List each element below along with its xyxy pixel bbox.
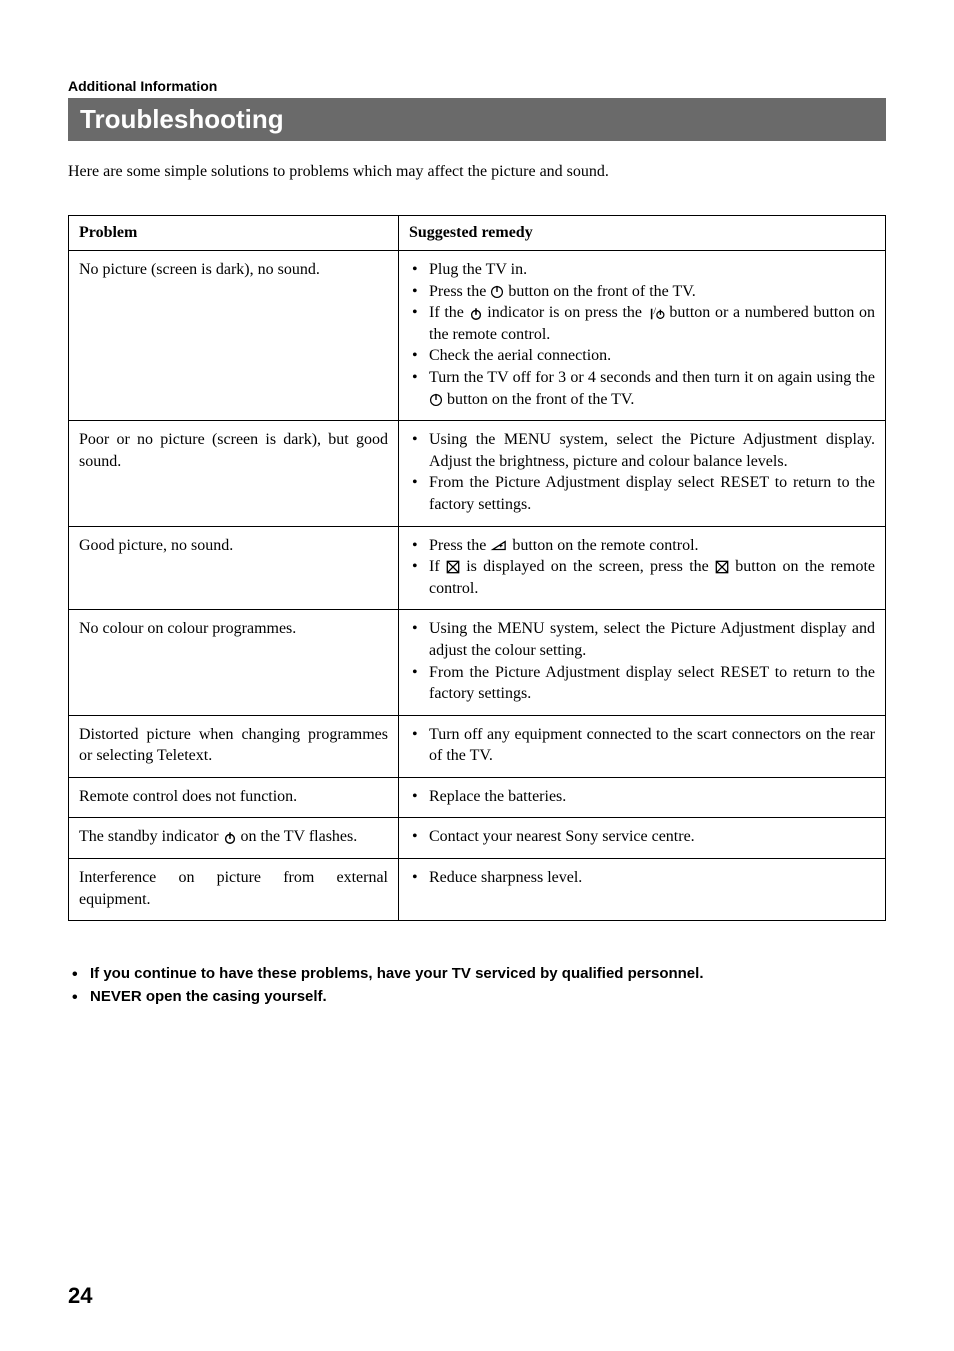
- section-label: Additional Information: [68, 78, 886, 94]
- remedy-item: Replace the batteries.: [409, 786, 875, 808]
- remedy-item: Press the button on the front of the TV.: [409, 281, 875, 303]
- troubleshoot-table: Problem Suggested remedy No picture (scr…: [68, 215, 886, 921]
- page-title: Troubleshooting: [68, 98, 886, 141]
- mute-icon: [446, 560, 460, 574]
- remedy-cell: Press the button on the remote control.I…: [399, 526, 886, 610]
- remedy-item: If is displayed on the screen, press the…: [409, 556, 875, 599]
- remedy-cell: Using the MENU system, select the Pictur…: [399, 610, 886, 715]
- problem-cell: Good picture, no sound.: [69, 526, 399, 610]
- standby-icon: [469, 307, 483, 321]
- intro-text: Here are some simple solutions to proble…: [68, 163, 886, 181]
- problem-cell: Remote control does not function.: [69, 777, 399, 818]
- note-item: If you continue to have these problems, …: [68, 963, 886, 986]
- table-row: Distorted picture when changing programm…: [69, 715, 886, 777]
- problem-cell: Distorted picture when changing programm…: [69, 715, 399, 777]
- remedy-item: Turn off any equipment connected to the …: [409, 724, 875, 767]
- problem-cell: No picture (screen is dark), no sound.: [69, 251, 399, 421]
- col-problem: Problem: [69, 216, 399, 251]
- vol-up-icon: [490, 539, 508, 553]
- remedy-item: Press the button on the remote control.: [409, 535, 875, 557]
- problem-cell: Poor or no picture (screen is dark), but…: [69, 421, 399, 526]
- mute-icon: [715, 560, 729, 574]
- remedy-item: Using the MENU system, select the Pictur…: [409, 429, 875, 472]
- table-row: Interference on picture from external eq…: [69, 859, 886, 921]
- remedy-item: Contact your nearest Sony service centre…: [409, 826, 875, 848]
- col-remedy: Suggested remedy: [399, 216, 886, 251]
- problem-cell: No colour on colour programmes.: [69, 610, 399, 715]
- problem-cell: The standby indicator on the TV flashes.: [69, 818, 399, 859]
- table-row: No colour on colour programmes.Using the…: [69, 610, 886, 715]
- table-row: Good picture, no sound.Press the button …: [69, 526, 886, 610]
- remedy-cell: Contact your nearest Sony service centre…: [399, 818, 886, 859]
- remedy-item: From the Picture Adjustment display sele…: [409, 662, 875, 705]
- remedy-item: Using the MENU system, select the Pictur…: [409, 618, 875, 661]
- standby-icon: [223, 831, 237, 845]
- remedy-item: Turn the TV off for 3 or 4 seconds and t…: [409, 367, 875, 410]
- remedy-cell: Reduce sharpness level.: [399, 859, 886, 921]
- table-row: No picture (screen is dark), no sound.Pl…: [69, 251, 886, 421]
- table-row: The standby indicator on the TV flashes.…: [69, 818, 886, 859]
- remedy-item: If the indicator is on press the button …: [409, 302, 875, 345]
- footer-notes: If you continue to have these problems, …: [68, 963, 886, 1008]
- remedy-cell: Replace the batteries.: [399, 777, 886, 818]
- remedy-item: Check the aerial connection.: [409, 345, 875, 367]
- power-main-icon: [429, 393, 443, 407]
- power-main-icon: [490, 285, 504, 299]
- table-row: Poor or no picture (screen is dark), but…: [69, 421, 886, 526]
- problem-cell: Interference on picture from external eq…: [69, 859, 399, 921]
- note-item: NEVER open the casing yourself.: [68, 986, 886, 1009]
- remedy-item: From the Picture Adjustment display sele…: [409, 472, 875, 515]
- remedy-cell: Turn off any equipment connected to the …: [399, 715, 886, 777]
- remedy-item: Reduce sharpness level.: [409, 867, 875, 889]
- remedy-item: Plug the TV in.: [409, 259, 875, 281]
- page-number: 24: [68, 1283, 92, 1309]
- on-standby-icon: [647, 307, 665, 321]
- remedy-cell: Using the MENU system, select the Pictur…: [399, 421, 886, 526]
- table-row: Remote control does not function. Replace…: [69, 777, 886, 818]
- remedy-cell: Plug the TV in.Press the button on the f…: [399, 251, 886, 421]
